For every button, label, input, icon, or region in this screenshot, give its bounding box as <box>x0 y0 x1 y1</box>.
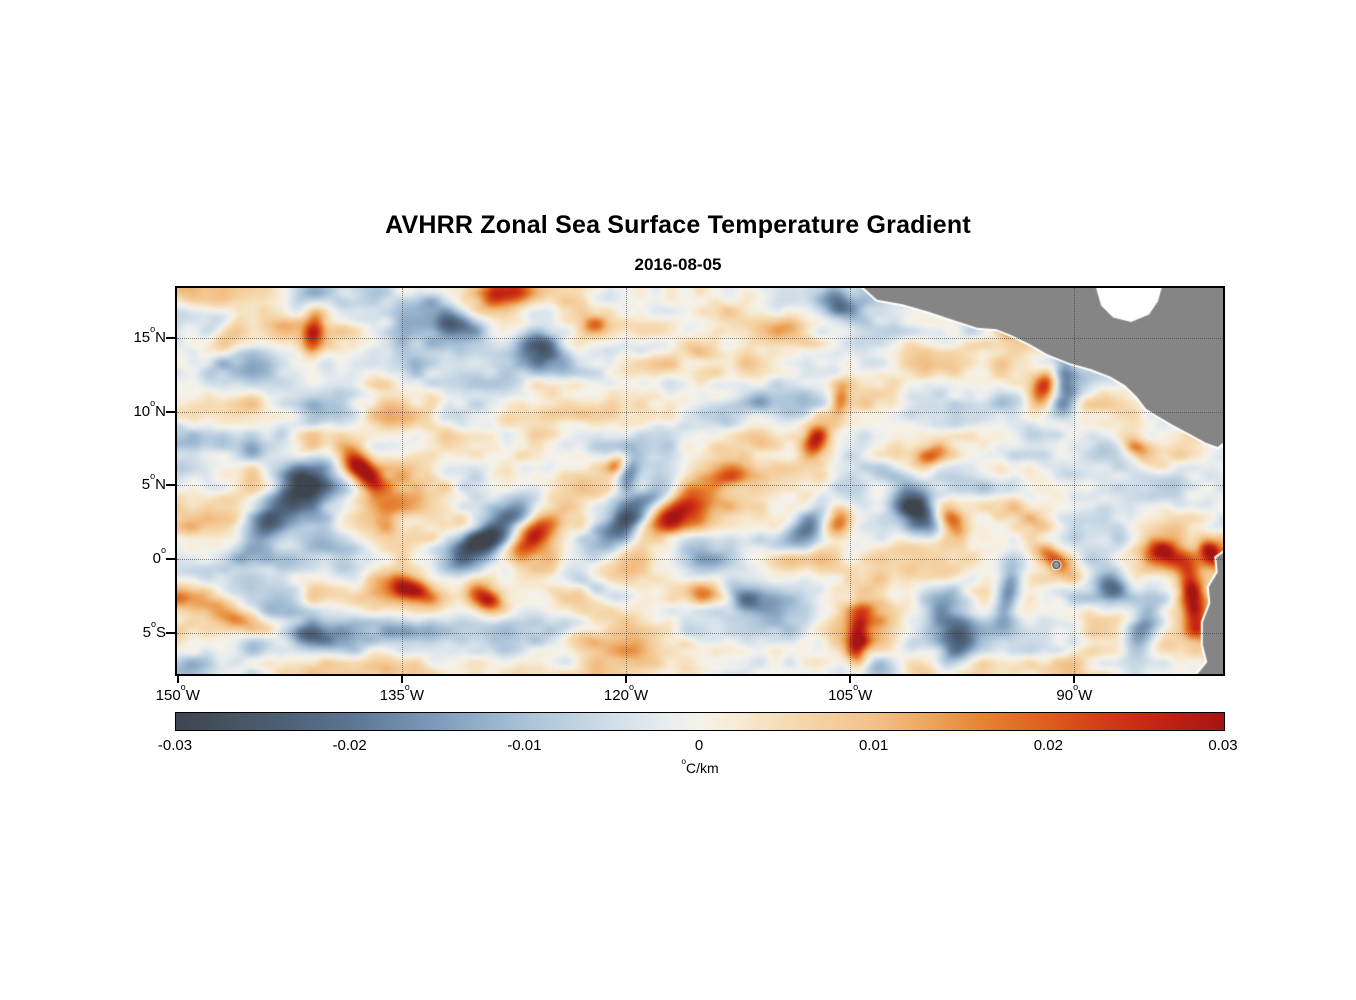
tick-label: 15oN <box>133 324 166 347</box>
colorbar-tick-label: -0.02 <box>332 737 367 754</box>
y-tick-mark <box>166 631 175 634</box>
tick-label: 150oW <box>155 681 200 704</box>
y-tick-mark <box>166 558 175 561</box>
colorbar-tick-labels: -0.03 -0.02 -0.01 0 0.01 0.02 0.03 <box>158 737 1238 757</box>
tick-label: 90oW <box>1056 681 1093 704</box>
y-tick-mark <box>166 410 175 413</box>
plot-area <box>166 286 1225 683</box>
colorbar-unit-label: oC/km <box>681 755 719 776</box>
colorbar-gradient <box>176 713 1224 730</box>
x-tick-mark <box>400 674 403 683</box>
tick-label: 105oW <box>828 681 873 704</box>
x-tick-mark <box>176 674 179 683</box>
y-tick-mark <box>166 484 175 487</box>
tick-label: 0o <box>152 545 166 568</box>
sst-gradient-heatmap <box>177 288 1223 674</box>
tick-label: 5oS <box>142 618 166 641</box>
y-tick-mark <box>166 337 175 340</box>
chart-title: AVHRR Zonal Sea Surface Temperature Grad… <box>385 211 971 239</box>
tick-label: 120oW <box>603 681 649 704</box>
tick-label: 135oW <box>379 681 424 704</box>
colorbar-tick-label: 0 <box>694 737 704 754</box>
tick-label: 5oN <box>141 471 166 494</box>
x-axis-tick-labels: 150oW 135oW 120oW 105oW 90oW <box>156 681 1225 708</box>
x-tick-mark <box>849 674 852 683</box>
colorbar-tick-label: -0.03 <box>157 737 193 754</box>
x-tick-mark <box>625 674 628 683</box>
colorbar-tick-label: 0.01 <box>859 737 889 754</box>
y-axis-tick-labels: 15oN 10oN 5oN 0o 5oS <box>88 286 166 676</box>
chart-date: 2016-08-05 <box>634 255 722 274</box>
colorbar <box>175 712 1225 731</box>
colorbar-tick-label: -0.01 <box>507 737 542 754</box>
colorbar-tick-label: 0.03 <box>1208 737 1238 754</box>
tick-label: 10oN <box>133 397 166 420</box>
colorbar-tick-label: 0.02 <box>1033 737 1063 754</box>
